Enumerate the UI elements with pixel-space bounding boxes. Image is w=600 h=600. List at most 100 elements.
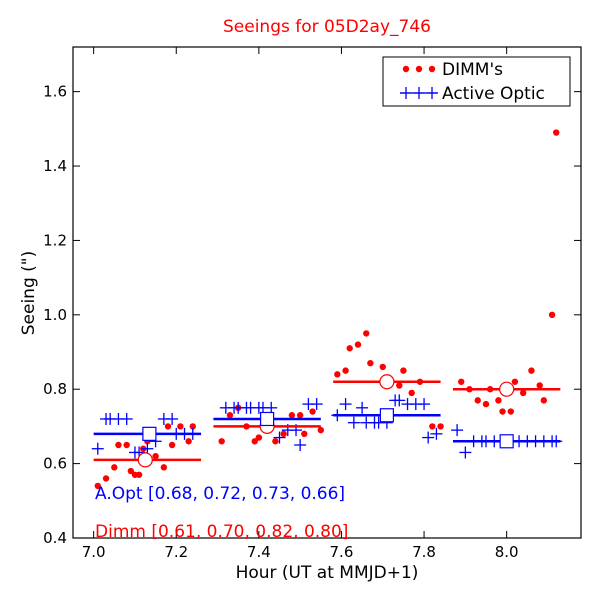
active-optic-point	[430, 427, 443, 440]
aopt-summary-annotation: A.Opt [0.68, 0.72, 0.73, 0.66]	[95, 484, 345, 504]
active-optic-point	[459, 446, 472, 459]
dimm-point	[255, 434, 263, 441]
legend-active-optic-marker	[400, 87, 438, 99]
dimm-point	[519, 389, 527, 397]
dimm-point	[160, 464, 168, 471]
x-tick-label: 7.4	[247, 543, 271, 561]
dimm-point	[115, 441, 122, 449]
legend-dimm-dot	[402, 65, 410, 73]
x-tick-label: 7.2	[164, 543, 188, 561]
active-optic-point	[339, 398, 352, 411]
active-optic-point	[393, 394, 406, 407]
dimm-point	[185, 438, 192, 445]
dimm-bin-mean	[137, 452, 153, 468]
dimm-point	[408, 389, 415, 397]
y-tick-label: 1.6	[43, 83, 67, 101]
dimm-point	[400, 367, 407, 374]
legend-dimm-dot	[428, 65, 436, 73]
dimm-point	[495, 397, 502, 404]
dimm-bin-mean	[499, 381, 515, 397]
legend-label-active-optic: Active Optic	[442, 84, 545, 104]
dimm-point	[474, 397, 481, 404]
dimm-point	[334, 371, 341, 378]
dimm-point	[152, 452, 159, 460]
active-optic-point	[418, 398, 431, 411]
plot-area-frame	[72, 46, 582, 539]
active-optic-point	[166, 412, 179, 425]
dimm-point	[102, 475, 110, 482]
y-tick-label: 0.6	[43, 455, 67, 473]
active-optic-point	[422, 431, 435, 444]
dimm-point	[437, 423, 444, 430]
dimm-point	[540, 397, 548, 404]
active-optic-point	[451, 424, 464, 437]
dimm-point	[507, 408, 514, 415]
active-optic-point	[356, 401, 369, 414]
dimm-bin-mean	[379, 374, 395, 390]
dimm-point	[429, 423, 436, 430]
dimm-point	[458, 378, 465, 385]
dimm-point	[499, 408, 506, 415]
dimm-point	[536, 382, 543, 389]
active-optic-point	[120, 412, 133, 425]
dimm-point	[548, 311, 556, 319]
x-axis-label: Hour (UT at MMJD+1)	[236, 563, 419, 583]
chart-title: Seeings for 05D2ay_746	[223, 17, 431, 37]
x-tick-label: 7.6	[330, 543, 354, 561]
dimm-point	[111, 464, 118, 471]
dimm-point	[168, 441, 176, 449]
dimm-point	[396, 382, 403, 389]
y-tick-label: 1.4	[43, 157, 67, 175]
plot-marks	[91, 129, 563, 490]
active-optic-point	[294, 439, 307, 452]
dimm-point	[177, 423, 184, 430]
dimm-point	[127, 467, 135, 475]
dimm-point	[218, 438, 225, 445]
x-tick-label: 8.0	[495, 543, 519, 561]
dimm-point	[354, 341, 362, 348]
dimm-point	[301, 430, 308, 438]
active-optic-bin-mean	[260, 411, 275, 427]
active-optic-point	[265, 401, 278, 414]
dimm-point	[280, 430, 287, 438]
active-optic-point	[347, 416, 360, 429]
dimm-point-outlier	[553, 129, 560, 136]
active-optic-point	[273, 431, 286, 444]
legend-dimm-marker	[402, 65, 436, 73]
dimm-point	[317, 426, 325, 434]
legend: DIMM's Active Optic	[382, 56, 571, 107]
dimm-point	[164, 423, 172, 430]
dimm-point	[367, 359, 374, 367]
active-optic-point	[91, 442, 104, 455]
y-axis-label: Seeing (")	[19, 251, 39, 336]
dimm-point	[94, 482, 101, 490]
y-tick-label: 1.2	[43, 231, 67, 249]
y-tick-label: 0.8	[43, 380, 67, 398]
y-tick-label: 1.0	[43, 306, 67, 324]
dimm-point	[135, 471, 143, 478]
y-tick-label: 0.4	[43, 529, 67, 547]
axis-ticks: 7.0 7.2 7.4 7.6 7.8 8.0 0.4 0.6 0.8 1.0 1.2 1.4 1.6	[43, 47, 581, 561]
dimm-point	[309, 408, 316, 415]
legend-dimm-dot	[415, 65, 423, 73]
x-tick-label: 7.8	[412, 543, 436, 561]
dimm-point	[482, 400, 490, 408]
dimm-point	[379, 363, 386, 371]
legend-frame	[382, 56, 571, 107]
dimm-point	[346, 345, 353, 352]
dimm-point	[511, 378, 519, 385]
dimm-point	[342, 367, 349, 374]
dimm-point	[226, 412, 234, 419]
active-optic-bin-mean	[379, 408, 394, 423]
active-optic-point	[310, 398, 323, 411]
dimm-point	[528, 367, 535, 374]
x-tick-label: 7.0	[82, 543, 106, 561]
dimm-point	[296, 412, 304, 419]
active-optic-bin-mean	[499, 434, 514, 449]
dimm-point	[288, 412, 296, 419]
dimm-point	[251, 438, 258, 445]
dimm-summary-annotation: Dimm [0.61, 0.70, 0.82, 0.80]	[95, 522, 348, 542]
dimm-point	[189, 423, 196, 430]
dimm-point	[123, 441, 130, 449]
